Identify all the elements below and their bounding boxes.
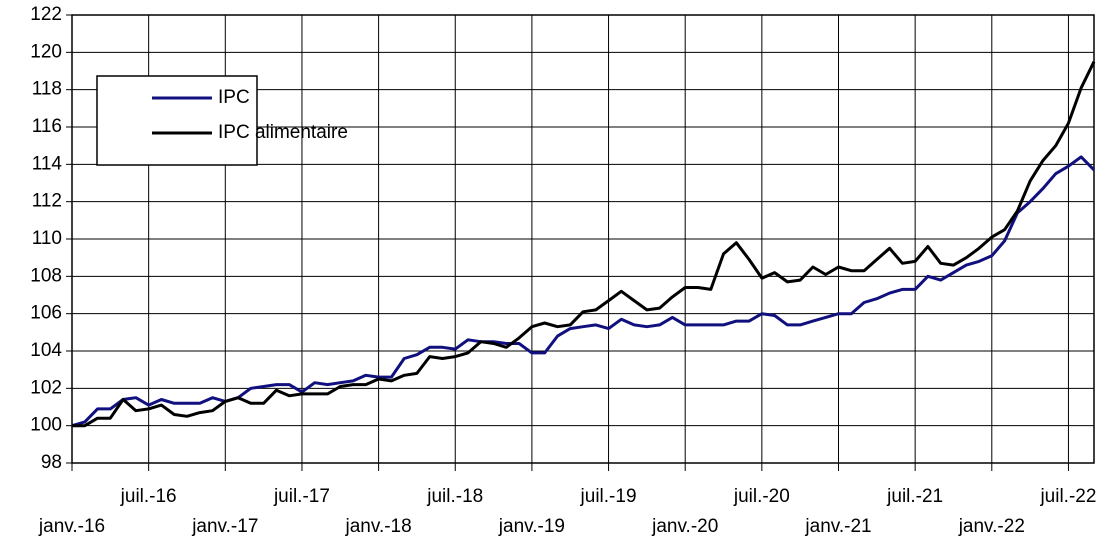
legend-label: IPC alimentaire <box>218 122 348 143</box>
line-series <box>72 61 1096 428</box>
legend-box <box>96 75 258 166</box>
y-tick-label: 100 <box>30 415 62 436</box>
x-tick-label: juil.-22 <box>1039 486 1096 507</box>
x-tick-label: janv.-22 <box>958 516 1025 537</box>
y-tick-label: 116 <box>32 116 62 137</box>
y-tick-label: 98 <box>41 452 62 473</box>
line-series <box>71 155 1096 428</box>
x-tick-label: juil.-16 <box>120 486 177 507</box>
x-tick-label: janv.-17 <box>191 516 258 537</box>
x-tick-label: janv.-21 <box>804 516 871 537</box>
x-tick-label: juil.-21 <box>886 486 943 507</box>
x-tick-label: juil.-17 <box>273 486 330 507</box>
legend-label: IPC <box>218 87 250 108</box>
y-tick-label: 104 <box>30 340 62 361</box>
y-tick-label: 102 <box>30 377 62 398</box>
x-tick-label: janv.-20 <box>651 516 718 537</box>
x-tick-label: janv.-18 <box>345 516 412 537</box>
y-tick-label: 112 <box>32 191 62 212</box>
y-tick-label: 108 <box>30 265 62 286</box>
plot-frame <box>71 14 1095 464</box>
x-tick-label: janv.-16 <box>38 516 105 537</box>
y-tick-label: 118 <box>32 79 62 100</box>
y-tick-label: 114 <box>32 153 63 174</box>
x-tick-label: juil.-20 <box>733 486 790 507</box>
x-tick-label: janv.-19 <box>498 516 565 537</box>
y-tick-label: 110 <box>32 228 62 249</box>
x-tick-label: juil.-18 <box>426 486 483 507</box>
y-tick-label: 106 <box>30 303 62 324</box>
y-tick-label: 122 <box>30 4 62 25</box>
x-tick-label: juil.-19 <box>580 486 637 507</box>
y-tick-label: 120 <box>30 41 62 62</box>
